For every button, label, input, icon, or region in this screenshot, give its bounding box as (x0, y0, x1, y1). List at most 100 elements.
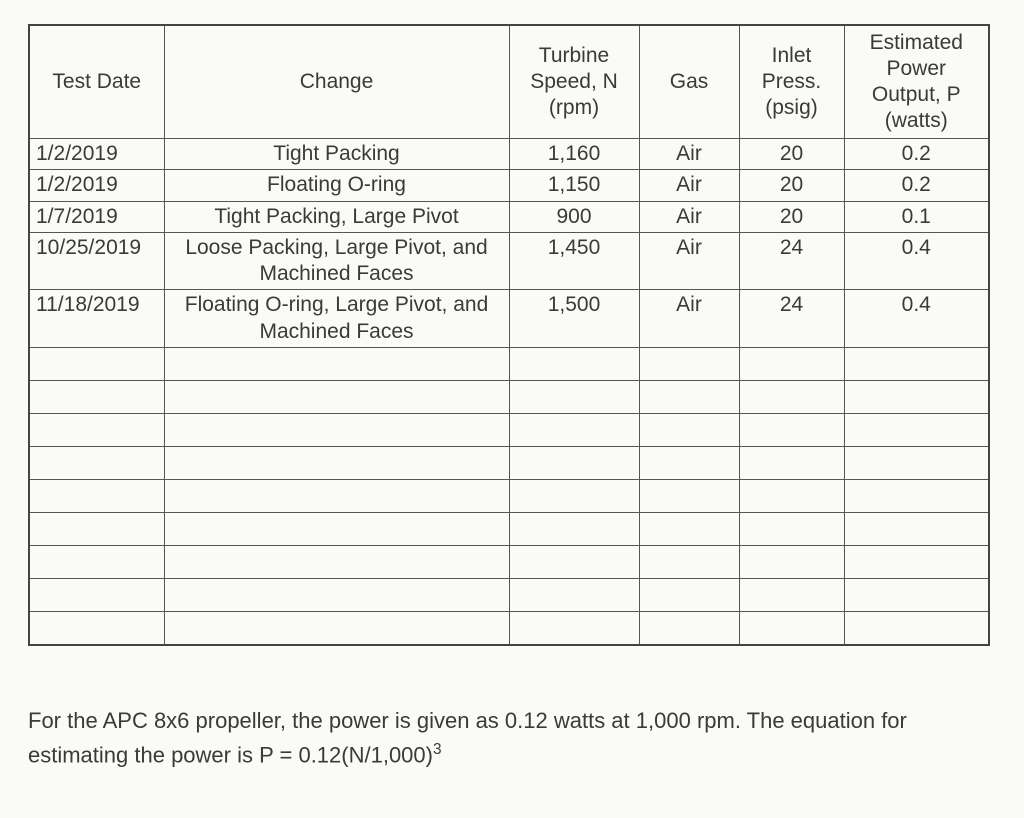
col-header-label: (psig) (765, 96, 818, 119)
cell-empty (509, 611, 639, 645)
cell-empty (739, 545, 844, 578)
cell-empty (639, 611, 739, 645)
table-row: 1/2/2019Floating O-ring1,150Air200.2 (29, 170, 989, 201)
cell-press: 20 (739, 201, 844, 232)
cell-empty (29, 446, 164, 479)
cell-gas: Air (639, 290, 739, 348)
cell-empty (844, 446, 989, 479)
col-header-press: Inlet Press. (psig) (739, 25, 844, 139)
table-row-empty (29, 347, 989, 380)
cell-empty (164, 545, 509, 578)
col-header-label: (rpm) (549, 96, 599, 119)
cell-empty (844, 413, 989, 446)
cell-speed: 1,450 (509, 232, 639, 290)
cell-empty (844, 347, 989, 380)
cell-date: 10/25/2019 (29, 232, 164, 290)
cell-empty (844, 611, 989, 645)
cell-empty (739, 611, 844, 645)
cell-empty (164, 446, 509, 479)
cell-empty (509, 512, 639, 545)
cell-empty (739, 512, 844, 545)
cell-press: 20 (739, 139, 844, 170)
cell-empty (29, 545, 164, 578)
cell-press: 24 (739, 232, 844, 290)
cell-change: Tight Packing (164, 139, 509, 170)
table-row: 10/25/2019Loose Packing, Large Pivot, an… (29, 232, 989, 290)
cell-empty (639, 347, 739, 380)
cell-empty (29, 347, 164, 380)
cell-empty (164, 347, 509, 380)
cell-power: 0.4 (844, 290, 989, 348)
table-row-empty (29, 479, 989, 512)
cell-change: Floating O-ring (164, 170, 509, 201)
cell-empty (29, 413, 164, 446)
cell-power: 0.2 (844, 139, 989, 170)
col-header-label: Change (300, 70, 374, 93)
cell-empty (639, 578, 739, 611)
cell-empty (164, 578, 509, 611)
cell-empty (739, 380, 844, 413)
cell-empty (164, 413, 509, 446)
col-header-gas: Gas (639, 25, 739, 139)
cell-speed: 1,160 (509, 139, 639, 170)
cell-empty (509, 347, 639, 380)
table-row-empty (29, 611, 989, 645)
cell-gas: Air (639, 201, 739, 232)
cell-empty (639, 512, 739, 545)
cell-change: Tight Packing, Large Pivot (164, 201, 509, 232)
cell-empty (739, 479, 844, 512)
test-results-table: Test Date Change Turbine Speed, N (rpm) … (28, 24, 990, 646)
cell-press: 24 (739, 290, 844, 348)
caption-text: For the APC 8x6 propeller, the power is … (28, 704, 968, 773)
cell-empty (509, 380, 639, 413)
cell-empty (844, 545, 989, 578)
col-header-label: Output, P (872, 83, 961, 106)
cell-empty (509, 413, 639, 446)
cell-empty (639, 380, 739, 413)
cell-power: 0.2 (844, 170, 989, 201)
cell-empty (29, 380, 164, 413)
table-row-empty (29, 380, 989, 413)
cell-empty (639, 413, 739, 446)
cell-empty (739, 446, 844, 479)
cell-empty (844, 578, 989, 611)
cell-empty (164, 380, 509, 413)
cell-empty (509, 479, 639, 512)
cell-empty (844, 479, 989, 512)
cell-change: Floating O-ring, Large Pivot, and Machin… (164, 290, 509, 348)
cell-empty (739, 578, 844, 611)
col-header-date: Test Date (29, 25, 164, 139)
table-row-empty (29, 413, 989, 446)
cell-gas: Air (639, 139, 739, 170)
cell-empty (739, 413, 844, 446)
cell-gas: Air (639, 232, 739, 290)
cell-empty (639, 545, 739, 578)
cell-empty (29, 479, 164, 512)
cell-empty (844, 380, 989, 413)
table-row: 1/2/2019Tight Packing1,160Air200.2 (29, 139, 989, 170)
cell-empty (164, 611, 509, 645)
cell-empty (739, 347, 844, 380)
cell-empty (639, 479, 739, 512)
col-header-label: Power (886, 57, 946, 80)
cell-change: Loose Packing, Large Pivot, and Machined… (164, 232, 509, 290)
cell-empty (29, 512, 164, 545)
cell-empty (509, 446, 639, 479)
table-row-empty (29, 545, 989, 578)
col-header-speed: Turbine Speed, N (rpm) (509, 25, 639, 139)
cell-date: 1/7/2019 (29, 201, 164, 232)
cell-speed: 900 (509, 201, 639, 232)
cell-empty (509, 578, 639, 611)
cell-press: 20 (739, 170, 844, 201)
caption-exponent: 3 (433, 741, 442, 758)
table-body: 1/2/2019Tight Packing1,160Air200.21/2/20… (29, 139, 989, 645)
table-header-row: Test Date Change Turbine Speed, N (rpm) … (29, 25, 989, 139)
col-header-label: Gas (670, 70, 709, 93)
cell-empty (29, 611, 164, 645)
col-header-label: Turbine (539, 44, 609, 67)
cell-empty (844, 512, 989, 545)
cell-power: 0.4 (844, 232, 989, 290)
cell-speed: 1,150 (509, 170, 639, 201)
col-header-change: Change (164, 25, 509, 139)
col-header-power: Estimated Power Output, P (watts) (844, 25, 989, 139)
